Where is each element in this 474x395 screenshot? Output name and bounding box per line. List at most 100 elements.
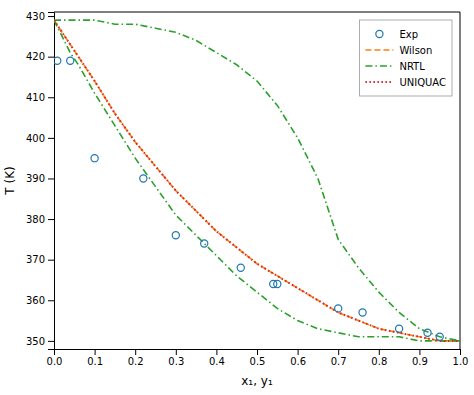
x-axis-tick-label: 1.0 bbox=[453, 356, 469, 367]
x-axis-tick-mark bbox=[338, 349, 339, 355]
x-axis-tick-mark bbox=[135, 349, 136, 355]
x-axis-tick-label: 0.9 bbox=[412, 356, 428, 367]
y-axis-tick: 350 bbox=[26, 336, 54, 347]
data-point bbox=[335, 305, 342, 312]
y-axis-tick-label: 380 bbox=[26, 214, 45, 225]
x-axis-tick-mark bbox=[460, 349, 461, 355]
x-axis-tick-mark bbox=[216, 349, 217, 355]
y-axis-tick: 400 bbox=[26, 133, 54, 144]
y-axis-tick-mark bbox=[48, 341, 54, 342]
x-axis-tick: 1.0 bbox=[453, 349, 469, 367]
y-axis-tick-label: 370 bbox=[26, 254, 45, 265]
y-axis-tick: 390 bbox=[26, 173, 54, 184]
x-axis-tick-mark bbox=[379, 349, 380, 355]
y-axis-tick-label: 430 bbox=[26, 11, 45, 22]
x-axis-tick: 0.5 bbox=[250, 349, 266, 367]
y-axis-tick-label: 350 bbox=[26, 336, 45, 347]
data-point bbox=[54, 57, 61, 64]
y-axis-tick-label: 400 bbox=[26, 133, 45, 144]
data-point bbox=[424, 329, 431, 336]
series-line bbox=[54, 20, 460, 341]
data-point bbox=[172, 232, 179, 239]
x-axis-tick-label: 0.2 bbox=[128, 356, 144, 367]
y-axis-tick: 380 bbox=[26, 214, 54, 225]
x-axis-tick-label: 0.7 bbox=[331, 356, 347, 367]
plot-frame-top bbox=[54, 12, 460, 13]
x-axis-tick: 0.4 bbox=[209, 349, 225, 367]
y-axis-tick-mark bbox=[48, 138, 54, 139]
y-axis-tick-mark bbox=[48, 260, 54, 261]
legend-item: NRTL bbox=[365, 61, 425, 72]
x-axis-tick-label: 0.5 bbox=[250, 356, 266, 367]
y-axis-tick: 420 bbox=[26, 51, 54, 62]
x-axis-tick-label: 0.8 bbox=[371, 356, 387, 367]
chart: 0.00.10.20.30.40.50.60.70.80.91.03503603… bbox=[0, 0, 474, 395]
legend-swatch bbox=[365, 49, 393, 51]
data-point bbox=[67, 57, 74, 64]
y-axis-tick: 370 bbox=[26, 254, 54, 265]
x-axis-tick: 0.6 bbox=[290, 349, 306, 367]
y-axis-tick-label: 410 bbox=[26, 92, 45, 103]
data-point bbox=[201, 240, 208, 247]
x-axis-tick-label: 0.3 bbox=[168, 356, 184, 367]
y-axis-line bbox=[48, 13, 55, 350]
x-axis-tick-mark bbox=[298, 349, 299, 355]
x-axis-tick: 0.1 bbox=[87, 349, 103, 367]
x-axis-tick-mark bbox=[176, 349, 177, 355]
data-point bbox=[359, 309, 366, 316]
x-axis-tick: 0.0 bbox=[47, 349, 63, 367]
x-axis-tick-mark bbox=[419, 349, 420, 355]
legend-item: Wilson bbox=[365, 45, 432, 56]
data-point bbox=[91, 155, 98, 162]
x-axis-tick: 0.7 bbox=[331, 349, 347, 367]
y-axis-tick-label: 390 bbox=[26, 173, 45, 184]
legend-label: Exp bbox=[399, 29, 418, 40]
legend: Exp Wilson NRTL UNIQUAC bbox=[359, 20, 452, 96]
data-point bbox=[140, 175, 147, 182]
x-axis-tick: 0.8 bbox=[371, 349, 387, 367]
x-axis-tick-label: 0.4 bbox=[209, 356, 225, 367]
y-axis-tick-mark bbox=[48, 57, 54, 58]
x-axis-tick-mark bbox=[257, 349, 258, 355]
y-axis-tick-mark bbox=[48, 97, 54, 98]
legend-swatch bbox=[365, 65, 393, 67]
y-axis: 350 360 370 380 390 400 410 420 430 bbox=[26, 11, 55, 350]
legend-item: Exp bbox=[376, 29, 418, 40]
data-point bbox=[237, 264, 244, 271]
y-axis-tick: 430 bbox=[26, 11, 54, 22]
y-axis-tick: 410 bbox=[26, 92, 54, 103]
series-line bbox=[54, 20, 460, 341]
plot-area bbox=[54, 20, 460, 341]
legend-swatch bbox=[365, 81, 393, 83]
data-point bbox=[436, 333, 443, 340]
x-axis-title: x₁, y₁ bbox=[241, 374, 273, 388]
x-axis-tick-label: 0.1 bbox=[87, 356, 103, 367]
x-axis-line bbox=[55, 350, 461, 356]
plot-frame bbox=[54, 12, 460, 349]
legend-label: UNIQUAC bbox=[399, 77, 446, 88]
data-point bbox=[396, 325, 403, 332]
x-axis-tick-label: 0.6 bbox=[290, 356, 306, 367]
y-axis-tick-label: 420 bbox=[26, 51, 45, 62]
x-axis-tick-mark bbox=[95, 349, 96, 355]
x-axis-tick: 0.9 bbox=[412, 349, 428, 367]
y-axis-tick: 360 bbox=[26, 295, 54, 306]
legend-swatch bbox=[376, 30, 383, 37]
x-axis: 0.0 0.1 0.2 0.3 0.4 0.5 0.6 0.7 0.8 0.9 1.0 bbox=[47, 349, 469, 367]
data-point bbox=[274, 280, 281, 287]
legend-box bbox=[359, 20, 452, 96]
y-axis-tick-mark bbox=[48, 16, 54, 17]
plot-frame-right bbox=[460, 12, 461, 349]
x-axis-tick: 0.2 bbox=[128, 349, 144, 367]
legend-label: NRTL bbox=[399, 61, 425, 72]
legend-label: Wilson bbox=[399, 45, 432, 56]
x-axis-tick-label: 0.0 bbox=[47, 356, 63, 367]
y-axis-tick-mark bbox=[48, 219, 54, 220]
y-axis-tick-label: 360 bbox=[26, 295, 45, 306]
x-axis-tick: 0.3 bbox=[168, 349, 184, 367]
y-axis-tick-mark bbox=[48, 300, 54, 301]
series-line bbox=[54, 20, 460, 341]
y-axis-title: T (K) bbox=[3, 166, 17, 195]
y-axis-tick-mark bbox=[48, 178, 54, 179]
series-line bbox=[54, 20, 460, 341]
